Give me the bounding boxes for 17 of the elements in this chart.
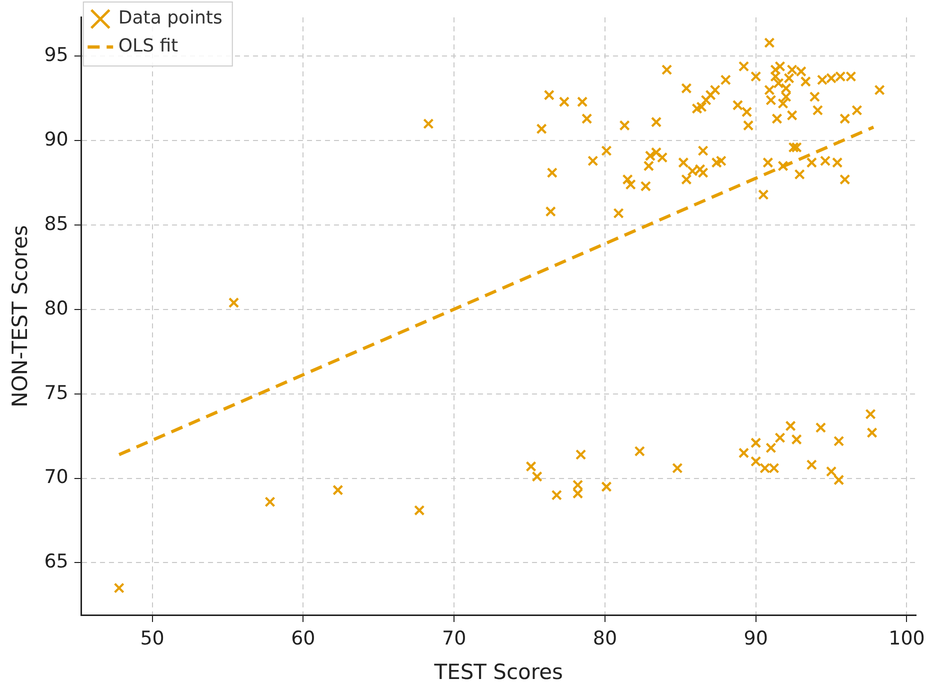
y-tick-label: 85: [44, 212, 68, 235]
y-axis-title: NON-TEST Scores: [8, 225, 32, 408]
x-tick-label: 60: [291, 627, 316, 650]
x-tick-label: 70: [442, 627, 466, 650]
y-tick-label: 95: [44, 44, 68, 66]
x-tick-label: 90: [744, 627, 768, 650]
x-tick-label: 80: [592, 627, 618, 650]
legend-label: OLS fit: [118, 36, 178, 57]
x-tick-label: 50: [140, 627, 164, 650]
x-tick-label: 100: [888, 627, 925, 650]
y-tick-label: 65: [44, 550, 68, 573]
y-tick-label: 75: [44, 382, 68, 404]
y-tick-label: 90: [44, 128, 68, 151]
y-tick-label: 80: [44, 297, 68, 320]
y-tick-label: 70: [44, 466, 68, 488]
legend-label: Data points: [118, 8, 222, 29]
x-axis-title: TEST Scores: [433, 660, 563, 684]
